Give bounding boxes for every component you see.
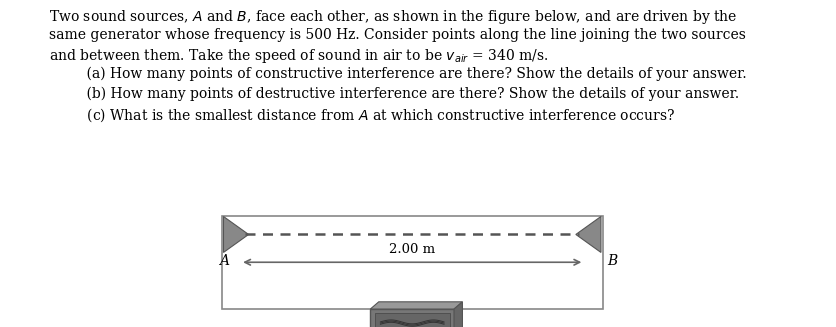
Text: A: A xyxy=(219,254,229,268)
Text: and between them. Take the speed of sound in air to be $v_{air}$ = 340 m/s.: and between them. Take the speed of soun… xyxy=(48,47,548,65)
Polygon shape xyxy=(370,302,462,309)
Text: Two sound sources, $\mathit{A}$ and $\mathit{B}$, face each other, as shown in t: Two sound sources, $\mathit{A}$ and $\ma… xyxy=(48,8,736,26)
Polygon shape xyxy=(575,216,600,252)
Bar xyxy=(370,309,454,327)
Text: (b) How many points of destructive interference are there? Show the details of y: (b) How many points of destructive inter… xyxy=(69,87,739,101)
Text: same generator whose frequency is 500 Hz. Consider points along the line joining: same generator whose frequency is 500 Hz… xyxy=(48,28,745,42)
Bar xyxy=(222,216,602,309)
Text: B: B xyxy=(606,254,616,268)
Text: (a) How many points of constructive interference are there? Show the details of : (a) How many points of constructive inte… xyxy=(69,67,747,81)
Polygon shape xyxy=(454,302,462,327)
Text: (c) What is the smallest distance from $\mathit{A}$ at which constructive interf: (c) What is the smallest distance from $… xyxy=(69,106,675,124)
Text: 2.00 m: 2.00 m xyxy=(389,243,435,256)
Bar xyxy=(375,313,450,327)
Polygon shape xyxy=(223,216,248,252)
